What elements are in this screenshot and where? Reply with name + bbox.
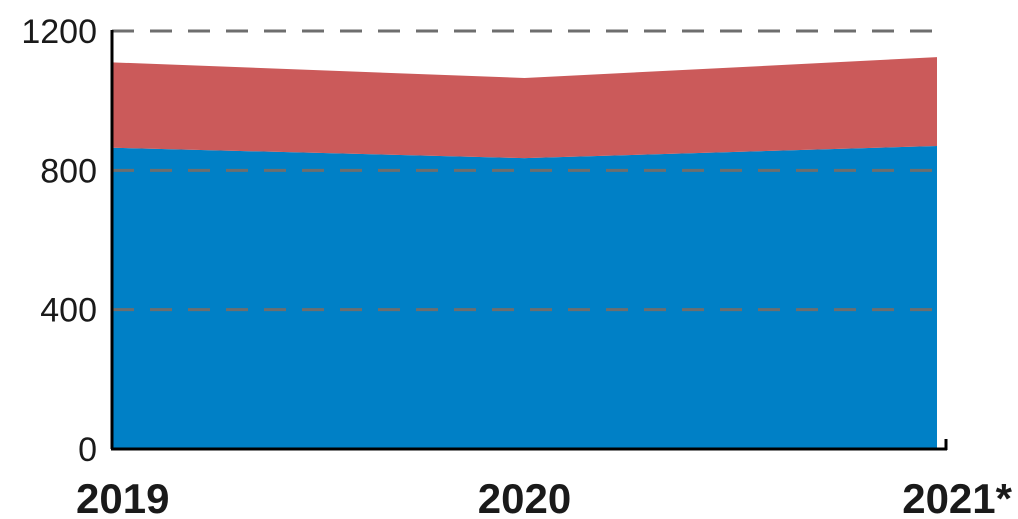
x-tick-label-2021: 2021* — [902, 475, 1012, 519]
x-tick-labels: 2019 2020 2021* — [76, 475, 1013, 519]
y-tick-labels: 0 400 800 1200 — [21, 13, 97, 469]
x-tick-label-2020: 2020 — [478, 475, 571, 519]
y-tick-label-800: 800 — [40, 152, 97, 190]
y-tick-label-0: 0 — [78, 431, 97, 469]
series-areas — [112, 57, 937, 449]
y-tick-label-400: 400 — [40, 292, 97, 330]
area-series-1 — [112, 145, 937, 449]
axes — [110, 30, 947, 451]
y-tick-label-1200: 1200 — [21, 13, 97, 51]
x-tick-label-2019: 2019 — [76, 475, 169, 519]
area-series-2 — [112, 57, 937, 159]
